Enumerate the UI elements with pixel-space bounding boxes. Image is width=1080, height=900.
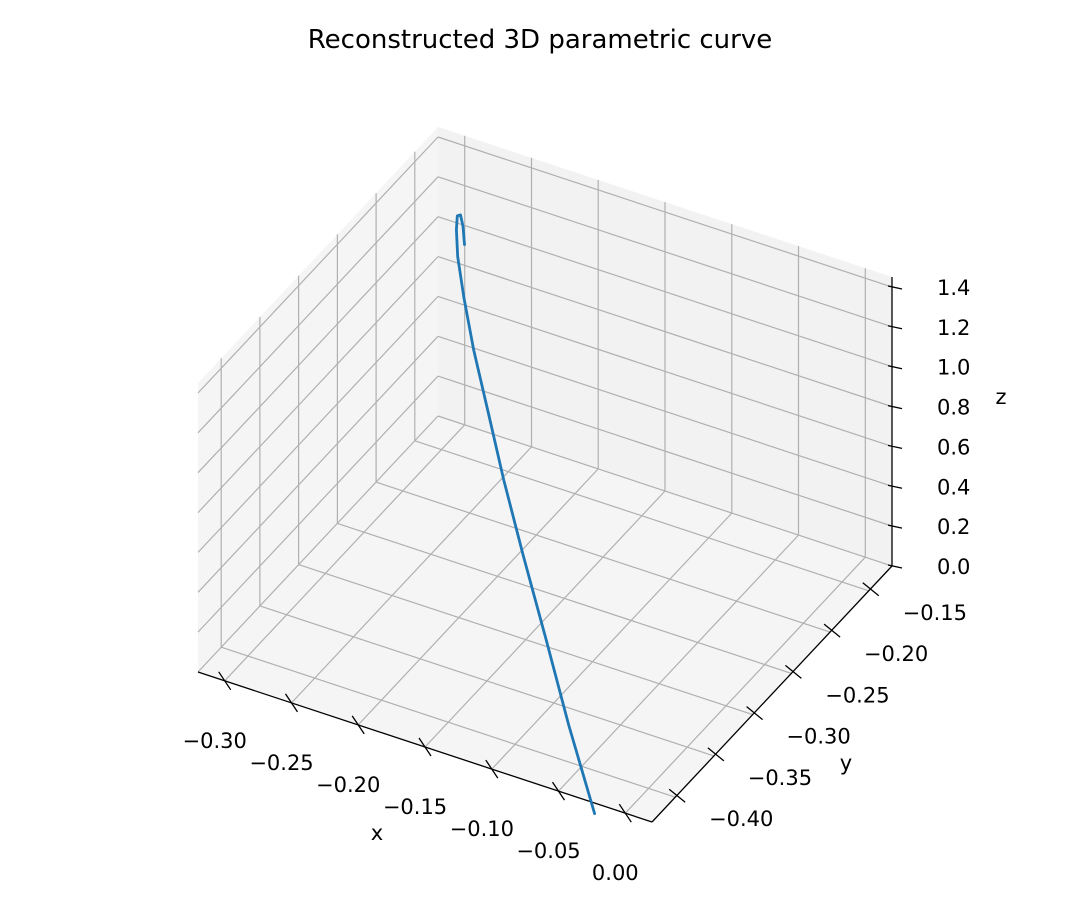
y-tick-mark <box>668 788 686 803</box>
z-tick-mark <box>887 564 903 569</box>
x-tick-label: −0.30 <box>183 729 247 753</box>
y-tick-mark <box>823 623 841 638</box>
y-tick-mark <box>707 747 725 762</box>
x-tick-mark <box>218 671 232 691</box>
grid-line-z-back <box>437 256 893 408</box>
curve-layer <box>454 213 596 815</box>
z-tick-label: 0.6 <box>937 435 970 459</box>
grid-line-x-floor <box>558 534 799 792</box>
x-tick-label: −0.25 <box>249 751 313 775</box>
grid-line-x-floor <box>224 424 466 682</box>
left-pane <box>198 127 438 672</box>
grid-line-y-floor <box>298 564 753 716</box>
y-axis-line <box>651 565 893 823</box>
grid-line-z-side <box>197 295 439 553</box>
x-tick-mark <box>618 803 632 823</box>
grid-line-x-floor <box>291 446 532 704</box>
y-tick-label: −0.40 <box>709 807 773 831</box>
y-tick-label: −0.20 <box>864 642 928 666</box>
y-tick-mark <box>746 706 764 721</box>
grid-line-z-side <box>197 176 439 434</box>
grid-line-z-side <box>197 216 439 474</box>
y-axis-label: y <box>840 751 852 775</box>
grid-line-z-back <box>437 136 893 288</box>
x-axis-label: x <box>371 821 383 845</box>
chart-title: Reconstructed 3D parametric curve <box>308 25 772 55</box>
grid-lines <box>197 135 893 814</box>
z-tick-label: 0.0 <box>937 555 970 579</box>
z-tick-label: 1.4 <box>937 276 970 300</box>
grid-line-x-floor <box>424 490 666 748</box>
x-tick-mark <box>284 693 299 713</box>
grid-line-x-floor <box>491 512 733 770</box>
x-tick-label: −0.20 <box>316 773 380 797</box>
z-axis-label: z <box>995 385 1006 409</box>
z-tick-mark <box>887 404 903 410</box>
grid-line-z-back <box>437 295 893 447</box>
y-tick-label: −0.35 <box>748 766 812 790</box>
series-line <box>454 213 596 815</box>
tick-labels: −0.30−0.25−0.20−0.15−0.10−0.050.00−0.40−… <box>183 276 971 885</box>
grid-line-y-floor <box>414 440 869 592</box>
x-tick-mark <box>351 715 365 735</box>
grid-line-y-floor <box>337 522 792 674</box>
grid-line-z-back <box>437 216 893 368</box>
grid-line-x-floor <box>357 468 599 726</box>
grid-line-y-floor <box>259 605 715 757</box>
x-tick-label: −0.05 <box>516 839 580 863</box>
grid-line-y-floor <box>375 481 831 633</box>
z-tick-mark <box>887 285 903 290</box>
y-tick-label: −0.15 <box>903 601 967 625</box>
x-tick-label: −0.15 <box>383 795 447 819</box>
y-tick-label: −0.25 <box>825 683 889 707</box>
grid-line-z-back <box>437 415 893 567</box>
grid-line-z-back <box>437 335 893 487</box>
y-tick-mark <box>784 664 802 679</box>
grid-line-y-floor <box>221 646 676 798</box>
x-tick-label: −0.10 <box>450 817 514 841</box>
z-tick-label: 0.8 <box>937 396 970 420</box>
grid-line-z-side <box>197 256 439 514</box>
x-tick-mark <box>418 737 432 757</box>
z-tick-mark <box>887 444 903 450</box>
x-tick-mark <box>551 781 566 801</box>
x-tick-mark <box>485 759 499 779</box>
grid-line-z-side <box>197 136 439 394</box>
z-tick-mark <box>887 524 903 529</box>
grid-line-z-back <box>437 176 893 328</box>
z-tick-mark <box>887 484 903 489</box>
z-tick-mark <box>887 365 903 370</box>
grid-line-z-side <box>197 375 439 633</box>
z-tick-mark <box>887 325 903 330</box>
z-tick-label: 0.2 <box>937 515 970 539</box>
grid-line-z-back <box>437 375 893 527</box>
axes-panes <box>198 127 892 822</box>
grid-line-x-floor <box>624 556 866 814</box>
z-tick-label: 0.4 <box>937 475 970 499</box>
grid-line-z-side <box>197 415 439 673</box>
z-tick-label: 1.0 <box>937 356 970 380</box>
z-tick-label: 1.2 <box>937 316 970 340</box>
y-tick-mark <box>862 582 880 597</box>
grid-line-z-side <box>197 335 439 593</box>
y-tick-label: −0.30 <box>786 725 850 749</box>
x-tick-label: 0.00 <box>592 861 639 885</box>
